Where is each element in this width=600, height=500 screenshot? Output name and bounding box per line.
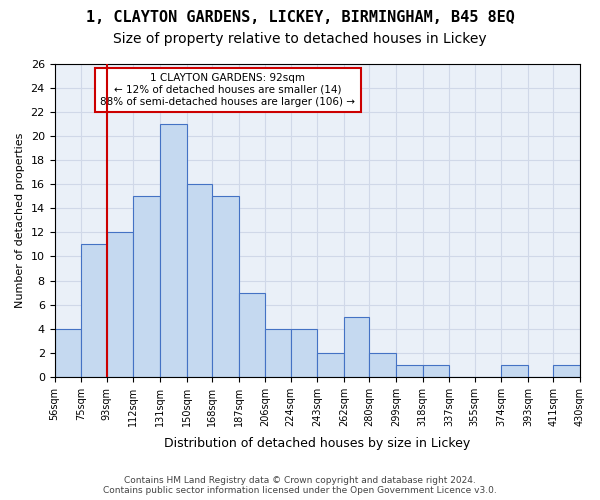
Bar [81, 244, 107, 377]
Bar [553, 365, 580, 377]
Bar [265, 328, 290, 377]
Bar [239, 292, 265, 377]
Bar [502, 365, 528, 377]
Text: Size of property relative to detached houses in Lickey: Size of property relative to detached ho… [113, 32, 487, 46]
Bar [396, 365, 422, 377]
Bar [344, 316, 369, 377]
Y-axis label: Number of detached properties: Number of detached properties [15, 132, 25, 308]
Bar [133, 196, 160, 377]
Bar [187, 184, 212, 377]
Bar [107, 232, 133, 377]
Text: 1 CLAYTON GARDENS: 92sqm
← 12% of detached houses are smaller (14)
88% of semi-d: 1 CLAYTON GARDENS: 92sqm ← 12% of detach… [100, 74, 355, 106]
Bar [212, 196, 239, 377]
Text: Contains HM Land Registry data © Crown copyright and database right 2024.
Contai: Contains HM Land Registry data © Crown c… [103, 476, 497, 495]
Bar [160, 124, 187, 377]
X-axis label: Distribution of detached houses by size in Lickey: Distribution of detached houses by size … [164, 437, 470, 450]
Bar [369, 352, 396, 377]
Bar [55, 328, 81, 377]
Text: 1, CLAYTON GARDENS, LICKEY, BIRMINGHAM, B45 8EQ: 1, CLAYTON GARDENS, LICKEY, BIRMINGHAM, … [86, 10, 514, 25]
Bar [317, 352, 344, 377]
Bar [422, 365, 449, 377]
Bar [290, 328, 317, 377]
